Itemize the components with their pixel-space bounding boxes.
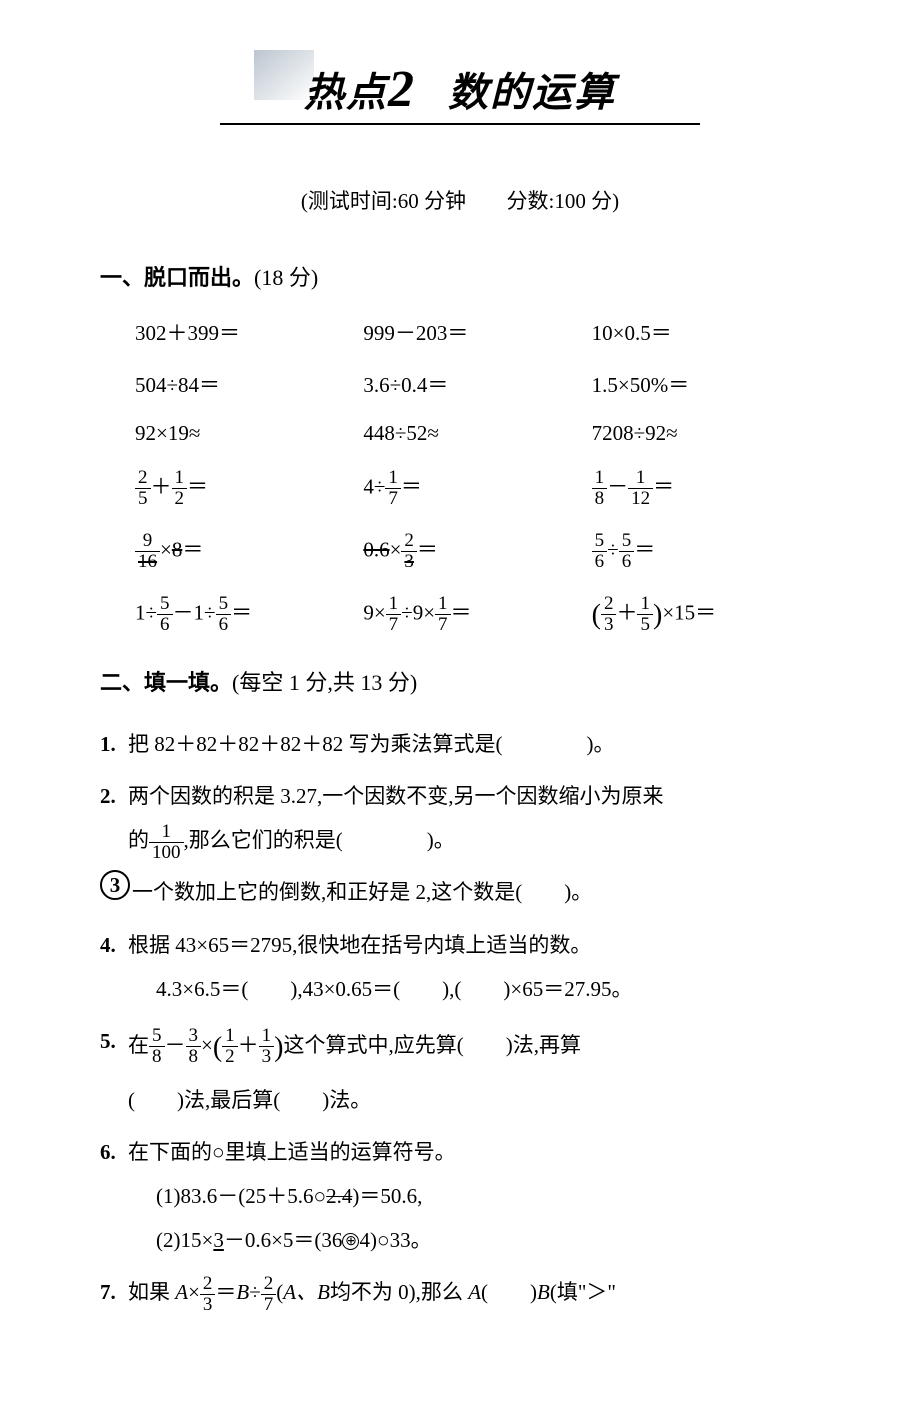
q2-line2: 的1100,那么它们的积是( )。 bbox=[128, 818, 820, 863]
eq-cell: 999－203＝ bbox=[363, 317, 591, 347]
eq-cell: 4÷17＝ bbox=[363, 468, 591, 509]
eq-row: 92×19≈ 448÷52≈ 7208÷92≈ bbox=[135, 421, 820, 446]
eq-row: 504÷84＝ 3.6÷0.4＝ 1.5×50%＝ bbox=[135, 369, 820, 399]
section1-label: 一、脱口而出。 bbox=[100, 265, 254, 290]
eq-cell: 448÷52≈ bbox=[363, 421, 591, 446]
q4-line2: 4.3×6.5＝( ),43×0.65＝( ),( )×65＝27.95。 bbox=[128, 967, 820, 1011]
eq-row: 916×8＝ 0.6×23＝ 56÷56＝ bbox=[135, 531, 820, 572]
section1-header: 一、脱口而出。(18 分) bbox=[100, 260, 820, 292]
section2-header: 二、填一填。(每空 1 分,共 13 分) bbox=[100, 665, 820, 697]
question-3: 3 一个数加上它的倒数,和正好是 2,这个数是( )。 bbox=[100, 870, 820, 914]
eq-cell: 0.6×23＝ bbox=[363, 531, 591, 572]
q-body: 一个数加上它的倒数,和正好是 2,这个数是( )。 bbox=[132, 870, 820, 914]
title-block: 热点2 数的运算 bbox=[100, 60, 820, 125]
question-1: 1. 把 82＋82＋82＋82＋82 写为乘法算式是( )。 bbox=[100, 722, 820, 766]
eq-cell: 10×0.5＝ bbox=[592, 317, 820, 347]
q6-sub1: (1)83.6－(25＋5.6○2.4)＝50.6, bbox=[128, 1174, 820, 1218]
q6-line1: 在下面的○里填上适当的运算符号。 bbox=[128, 1130, 820, 1174]
eq-cell: 56÷56＝ bbox=[592, 531, 820, 572]
q6-sub2: (2)15×3－0.6×5＝(36⊕4)○33。 bbox=[128, 1218, 820, 1262]
q-body: 在58－38×(12＋13)这个算式中,应先算( )法,再算 ( )法,最后算(… bbox=[128, 1019, 820, 1122]
title-prefix: 热点 bbox=[304, 70, 388, 115]
q-num: 6. bbox=[100, 1130, 128, 1174]
eq-cell: 18－112＝ bbox=[592, 468, 820, 509]
eq-cell: 92×19≈ bbox=[135, 421, 363, 446]
q-num: 1. bbox=[100, 722, 128, 766]
eq-cell: 9×17÷9×17＝ bbox=[363, 594, 591, 635]
eq-cell: 25＋12＝ bbox=[135, 468, 363, 509]
eq-cell: 916×8＝ bbox=[135, 531, 363, 572]
q-body: 在下面的○里填上适当的运算符号。 (1)83.6－(25＋5.6○2.4)＝50… bbox=[128, 1130, 820, 1262]
question-list: 1. 把 82＋82＋82＋82＋82 写为乘法算式是( )。 2. 两个因数的… bbox=[100, 722, 820, 1315]
eq-cell: 7208÷92≈ bbox=[592, 421, 820, 446]
eq-cell: 504÷84＝ bbox=[135, 369, 363, 399]
q-num-circled: 3 bbox=[100, 870, 130, 900]
title-number: 2 bbox=[388, 61, 414, 118]
page: 热点2 数的运算 (测试时间:60 分钟 分数:100 分) 一、脱口而出。(1… bbox=[0, 0, 920, 1403]
eq-row: 25＋12＝ 4÷17＝ 18－112＝ bbox=[135, 468, 820, 509]
question-2: 2. 两个因数的积是 3.27,一个因数不变,另一个因数缩小为原来 的1100,… bbox=[100, 774, 820, 863]
question-7: 7. 如果 A×23＝B÷27(A、B均不为 0),那么 A( )B(填"＞" bbox=[100, 1270, 820, 1315]
q2-line1: 两个因数的积是 3.27,一个因数不变,另一个因数缩小为原来 bbox=[128, 774, 820, 818]
q4-line1: 根据 43×65＝2795,很快地在括号内填上适当的数。 bbox=[128, 923, 820, 967]
q5-line2: ( )法,最后算( )法。 bbox=[128, 1078, 820, 1122]
meta-time: (测试时间:60 分钟 bbox=[301, 189, 466, 213]
eq-cell: 3.6÷0.4＝ bbox=[363, 369, 591, 399]
q-body: 把 82＋82＋82＋82＋82 写为乘法算式是( )。 bbox=[128, 722, 820, 766]
q-num: 5. bbox=[100, 1019, 128, 1063]
meta-score: 分数:100 分) bbox=[507, 189, 620, 213]
q-body: 两个因数的积是 3.27,一个因数不变,另一个因数缩小为原来 的1100,那么它… bbox=[128, 774, 820, 863]
section2-score: (每空 1 分,共 13 分) bbox=[232, 670, 417, 695]
q-num: 7. bbox=[100, 1270, 128, 1314]
eq-row: 1÷56－1÷56＝ 9×17÷9×17＝ (23＋15)×15＝ bbox=[135, 594, 820, 635]
equation-grid: 302＋399＝ 999－203＝ 10×0.5＝ 504÷84＝ 3.6÷0.… bbox=[100, 317, 820, 635]
q-body: 根据 43×65＝2795,很快地在括号内填上适当的数。 4.3×6.5＝( )… bbox=[128, 923, 820, 1011]
section2-label: 二、填一填。 bbox=[100, 670, 232, 695]
eq-cell: 1.5×50%＝ bbox=[592, 369, 820, 399]
q-body: 如果 A×23＝B÷27(A、B均不为 0),那么 A( )B(填"＞" bbox=[128, 1270, 820, 1315]
eq-cell: 1÷56－1÷56＝ bbox=[135, 594, 363, 635]
question-4: 4. 根据 43×65＝2795,很快地在括号内填上适当的数。 4.3×6.5＝… bbox=[100, 923, 820, 1011]
q-num: 4. bbox=[100, 923, 128, 967]
q5-line1: 在58－38×(12＋13)这个算式中,应先算( )法,再算 bbox=[128, 1019, 820, 1078]
question-6: 6. 在下面的○里填上适当的运算符号。 (1)83.6－(25＋5.6○2.4)… bbox=[100, 1130, 820, 1262]
eq-cell: (23＋15)×15＝ bbox=[592, 594, 820, 635]
meta-line: (测试时间:60 分钟 分数:100 分) bbox=[100, 185, 820, 215]
section1-score: (18 分) bbox=[254, 265, 318, 290]
title-underline bbox=[220, 123, 700, 125]
title-suffix: 数的运算 bbox=[448, 70, 616, 115]
eq-row: 302＋399＝ 999－203＝ 10×0.5＝ bbox=[135, 317, 820, 347]
q-num: 2. bbox=[100, 774, 128, 818]
eq-cell: 302＋399＝ bbox=[135, 317, 363, 347]
question-5: 5. 在58－38×(12＋13)这个算式中,应先算( )法,再算 ( )法,最… bbox=[100, 1019, 820, 1122]
